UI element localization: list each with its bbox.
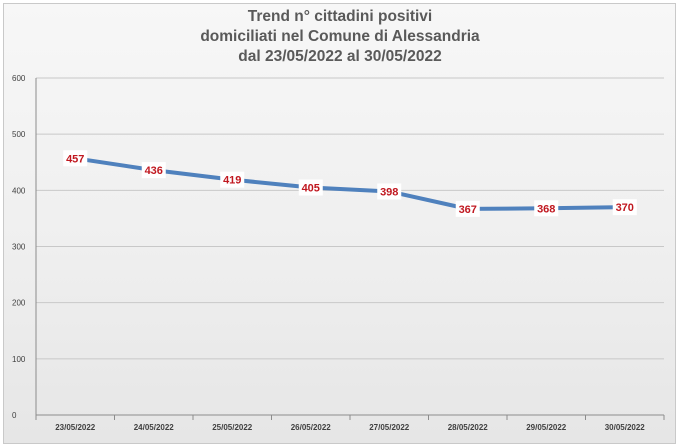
data-label-box bbox=[455, 200, 480, 217]
data-label: 405 bbox=[302, 183, 320, 195]
data-label-box bbox=[612, 199, 637, 216]
data-label-box bbox=[534, 200, 559, 217]
data-label: 368 bbox=[537, 203, 555, 215]
y-tick-label: 0 bbox=[12, 411, 17, 420]
x-tick-label: 24/05/2022 bbox=[134, 423, 175, 432]
x-tick-label: 26/05/2022 bbox=[291, 423, 332, 432]
series-line bbox=[73, 156, 627, 211]
data-label-box bbox=[298, 179, 323, 196]
chart-title-line-1: Trend n° cittadini positivi bbox=[247, 8, 433, 25]
data-label: 398 bbox=[380, 186, 398, 198]
data-label-box bbox=[220, 171, 245, 188]
data-label: 436 bbox=[145, 165, 163, 177]
y-tick-label: 100 bbox=[12, 355, 26, 364]
y-tick-label: 500 bbox=[12, 130, 26, 139]
y-tick-label: 300 bbox=[12, 243, 26, 252]
chart-frame bbox=[3, 3, 676, 444]
x-tick-label: 29/05/2022 bbox=[526, 423, 567, 432]
y-tick-label: 600 bbox=[12, 74, 26, 83]
x-tick-label: 23/05/2022 bbox=[55, 423, 96, 432]
y-tick-label: 200 bbox=[12, 299, 26, 308]
data-label: 370 bbox=[616, 202, 634, 214]
x-tick-label: 30/05/2022 bbox=[605, 423, 646, 432]
chart-title-line-3: dal 23/05/2022 al 30/05/2022 bbox=[238, 48, 442, 65]
y-tick-label: 400 bbox=[12, 186, 26, 195]
x-tick-label: 25/05/2022 bbox=[212, 423, 253, 432]
data-label-box bbox=[377, 183, 402, 200]
x-tick-label: 28/05/2022 bbox=[448, 423, 489, 432]
x-tick-label: 27/05/2022 bbox=[369, 423, 410, 432]
chart-title-line-2: domiciliati nel Comune di Alessandria bbox=[200, 28, 480, 45]
data-label: 457 bbox=[66, 153, 84, 165]
data-label: 367 bbox=[459, 204, 477, 216]
data-label: 419 bbox=[223, 175, 241, 187]
data-label-box bbox=[141, 162, 166, 179]
data-label-box bbox=[63, 150, 88, 167]
